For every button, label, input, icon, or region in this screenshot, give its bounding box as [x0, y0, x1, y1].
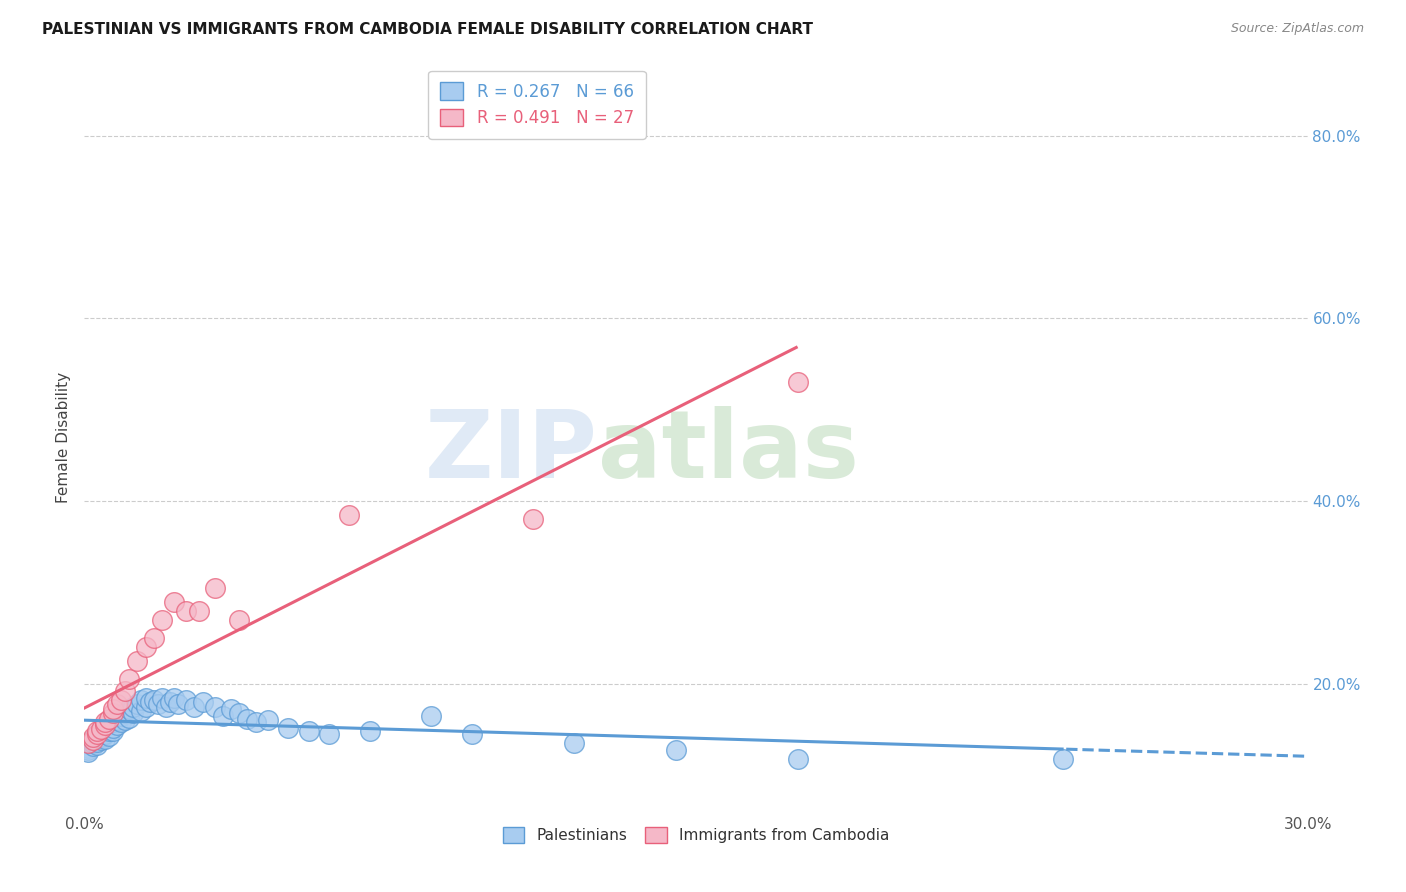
Point	[101, 702, 124, 716]
Point	[187, 604, 209, 618]
Point	[245, 715, 267, 730]
Point	[522, 512, 544, 526]
Y-axis label: Female Disability: Female Disability	[56, 371, 72, 503]
Point	[86, 727, 108, 741]
Point	[86, 730, 108, 744]
Point	[97, 724, 120, 739]
Point	[122, 699, 145, 714]
Point	[131, 693, 153, 707]
Point	[86, 735, 108, 749]
Point	[787, 752, 810, 766]
Point	[138, 695, 160, 709]
Point	[135, 699, 157, 714]
Point	[101, 724, 124, 739]
Text: ZIP: ZIP	[425, 406, 598, 498]
Point	[228, 706, 250, 720]
Point	[105, 697, 128, 711]
Point	[114, 706, 136, 720]
Point	[82, 736, 104, 750]
Point	[82, 731, 104, 746]
Point	[86, 738, 108, 752]
Point	[212, 708, 235, 723]
Point	[93, 727, 115, 741]
Point	[90, 733, 112, 747]
Point	[86, 727, 108, 741]
Point	[127, 697, 149, 711]
Point	[90, 730, 112, 744]
Point	[101, 715, 124, 730]
Point	[131, 704, 153, 718]
Point	[97, 712, 120, 726]
Point	[82, 730, 104, 744]
Point	[122, 706, 145, 720]
Point	[219, 702, 242, 716]
Point	[174, 604, 197, 618]
Point	[277, 721, 299, 735]
Point	[90, 723, 112, 737]
Point	[665, 742, 688, 756]
Point	[118, 672, 141, 686]
Point	[163, 594, 186, 608]
Point	[77, 740, 100, 755]
Point	[77, 736, 100, 750]
Point	[236, 712, 259, 726]
Point	[135, 690, 157, 705]
Point	[167, 697, 190, 711]
Text: Source: ZipAtlas.com: Source: ZipAtlas.com	[1230, 22, 1364, 36]
Point	[82, 733, 104, 747]
Point	[77, 742, 100, 756]
Point	[150, 690, 173, 705]
Point	[82, 739, 104, 753]
Point	[204, 699, 226, 714]
Point	[461, 727, 484, 741]
Point	[93, 715, 115, 730]
Point	[298, 724, 321, 739]
Point	[127, 654, 149, 668]
Point	[101, 721, 124, 735]
Legend: Palestinians, Immigrants from Cambodia: Palestinians, Immigrants from Cambodia	[496, 821, 896, 849]
Text: PALESTINIAN VS IMMIGRANTS FROM CAMBODIA FEMALE DISABILITY CORRELATION CHART: PALESTINIAN VS IMMIGRANTS FROM CAMBODIA …	[42, 22, 813, 37]
Point	[105, 714, 128, 728]
Point	[204, 581, 226, 595]
Point	[101, 706, 124, 720]
Point	[93, 718, 115, 732]
Point	[77, 745, 100, 759]
Point	[174, 693, 197, 707]
Text: atlas: atlas	[598, 406, 859, 498]
Point	[93, 723, 115, 737]
Point	[114, 684, 136, 698]
Point	[110, 693, 132, 707]
Point	[159, 695, 181, 709]
Point	[318, 727, 340, 741]
Point	[86, 724, 108, 739]
Point	[97, 718, 120, 732]
Point	[562, 736, 585, 750]
Point	[118, 710, 141, 724]
Point	[257, 714, 280, 728]
Point	[163, 690, 186, 705]
Point	[82, 733, 104, 747]
Point	[787, 376, 810, 390]
Point	[142, 693, 165, 707]
Point	[97, 729, 120, 743]
Point	[191, 695, 214, 709]
Point	[146, 697, 169, 711]
Point	[155, 699, 177, 714]
Point	[142, 631, 165, 645]
Point	[228, 613, 250, 627]
Point	[135, 640, 157, 655]
Point	[339, 508, 361, 522]
Point	[114, 714, 136, 728]
Point	[110, 715, 132, 730]
Point	[359, 724, 381, 739]
Point	[118, 702, 141, 716]
Point	[93, 731, 115, 746]
Point	[105, 718, 128, 732]
Point	[150, 613, 173, 627]
Point	[1052, 752, 1074, 766]
Point	[420, 708, 443, 723]
Point	[183, 699, 205, 714]
Point	[90, 724, 112, 739]
Point	[110, 708, 132, 723]
